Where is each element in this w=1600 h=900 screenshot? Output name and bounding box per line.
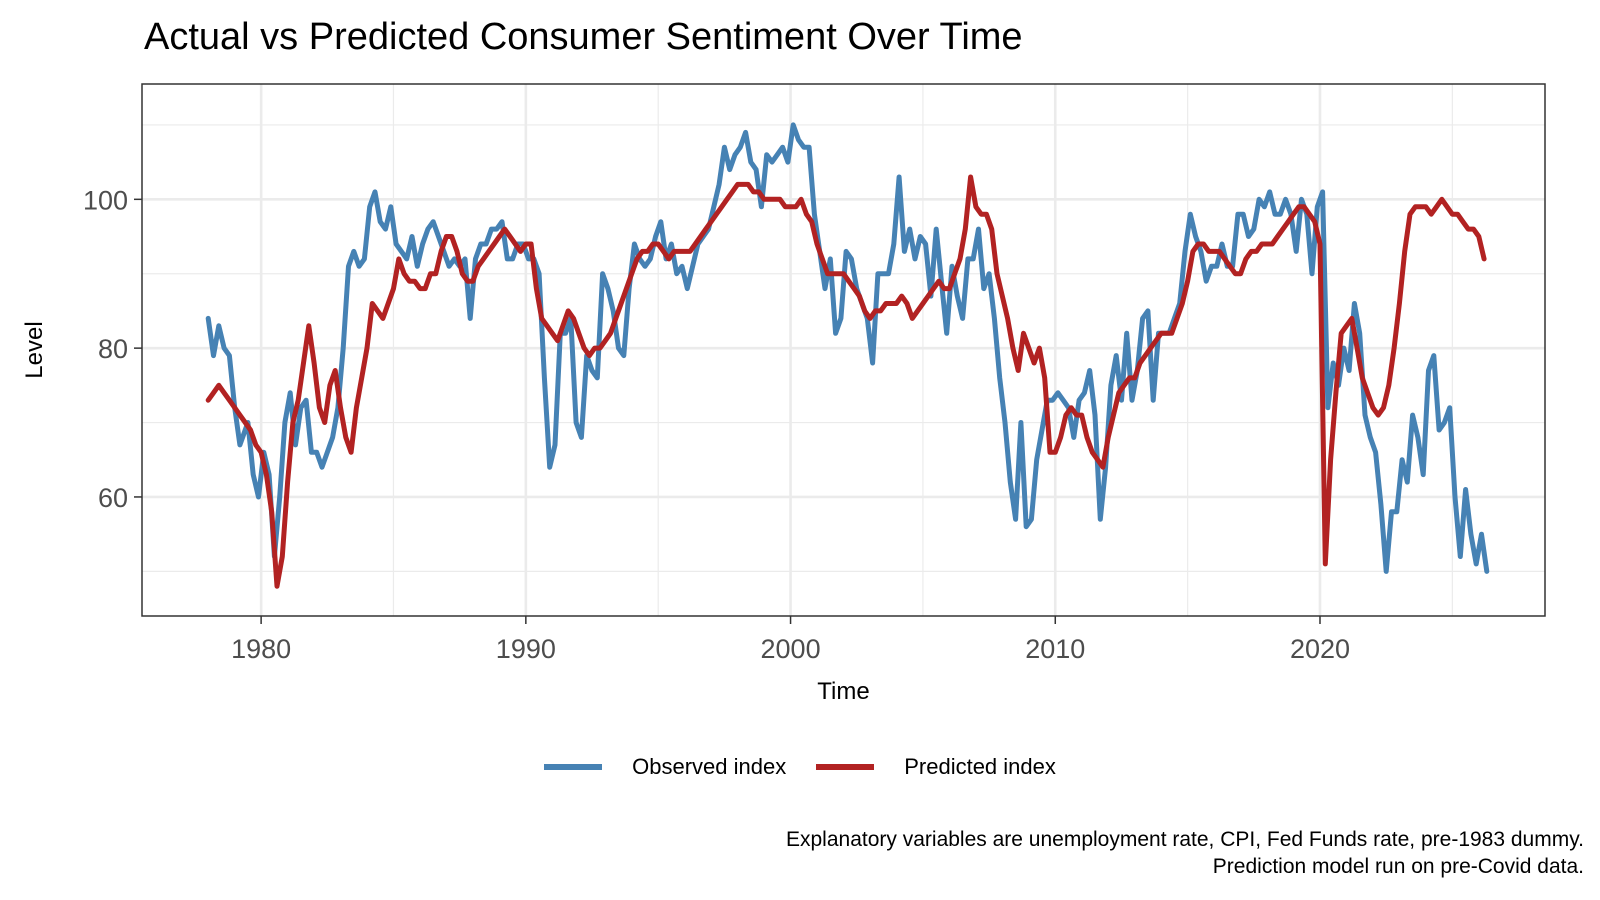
legend-label-observed: Observed index <box>632 754 787 779</box>
x-tick-label: 2010 <box>1025 634 1085 664</box>
chart-caption: Explanatory variables are unemployment r… <box>786 826 1584 880</box>
legend-item-observed: Observed index <box>544 754 786 780</box>
x-tick-label: 2020 <box>1290 634 1350 664</box>
caption-line: Prediction model run on pre-Covid data. <box>1212 855 1584 878</box>
x-tick-label: 1980 <box>231 634 291 664</box>
x-tick-label: 2000 <box>761 634 821 664</box>
legend-label-predicted: Predicted index <box>904 754 1056 779</box>
legend-item-predicted: Predicted index <box>816 754 1056 780</box>
y-tick-label: 80 <box>98 334 128 364</box>
series-lines <box>205 122 1490 589</box>
plot-panel-border <box>141 83 1546 617</box>
legend-swatch-observed <box>544 764 603 770</box>
gridlines <box>142 84 1545 616</box>
x-tick-label: 1990 <box>496 634 556 664</box>
legend-swatch-predicted <box>816 764 875 770</box>
series-line-observed-index <box>205 122 1490 574</box>
caption-line: Explanatory variables are unemployment r… <box>786 828 1584 851</box>
legend: Observed index Predicted index <box>0 754 1600 780</box>
y-tick-label: 60 <box>98 483 128 513</box>
chart-title: Actual vs Predicted Consumer Sentiment O… <box>144 16 1023 58</box>
series-line-predicted-index <box>205 174 1487 589</box>
x-axis-title: Time <box>817 678 869 705</box>
y-tick-label: 100 <box>83 185 128 215</box>
axis-ticks: 1980 1990 2000 2010 2020 60 80 100 <box>83 185 1350 664</box>
y-axis-title: Level <box>21 321 48 378</box>
